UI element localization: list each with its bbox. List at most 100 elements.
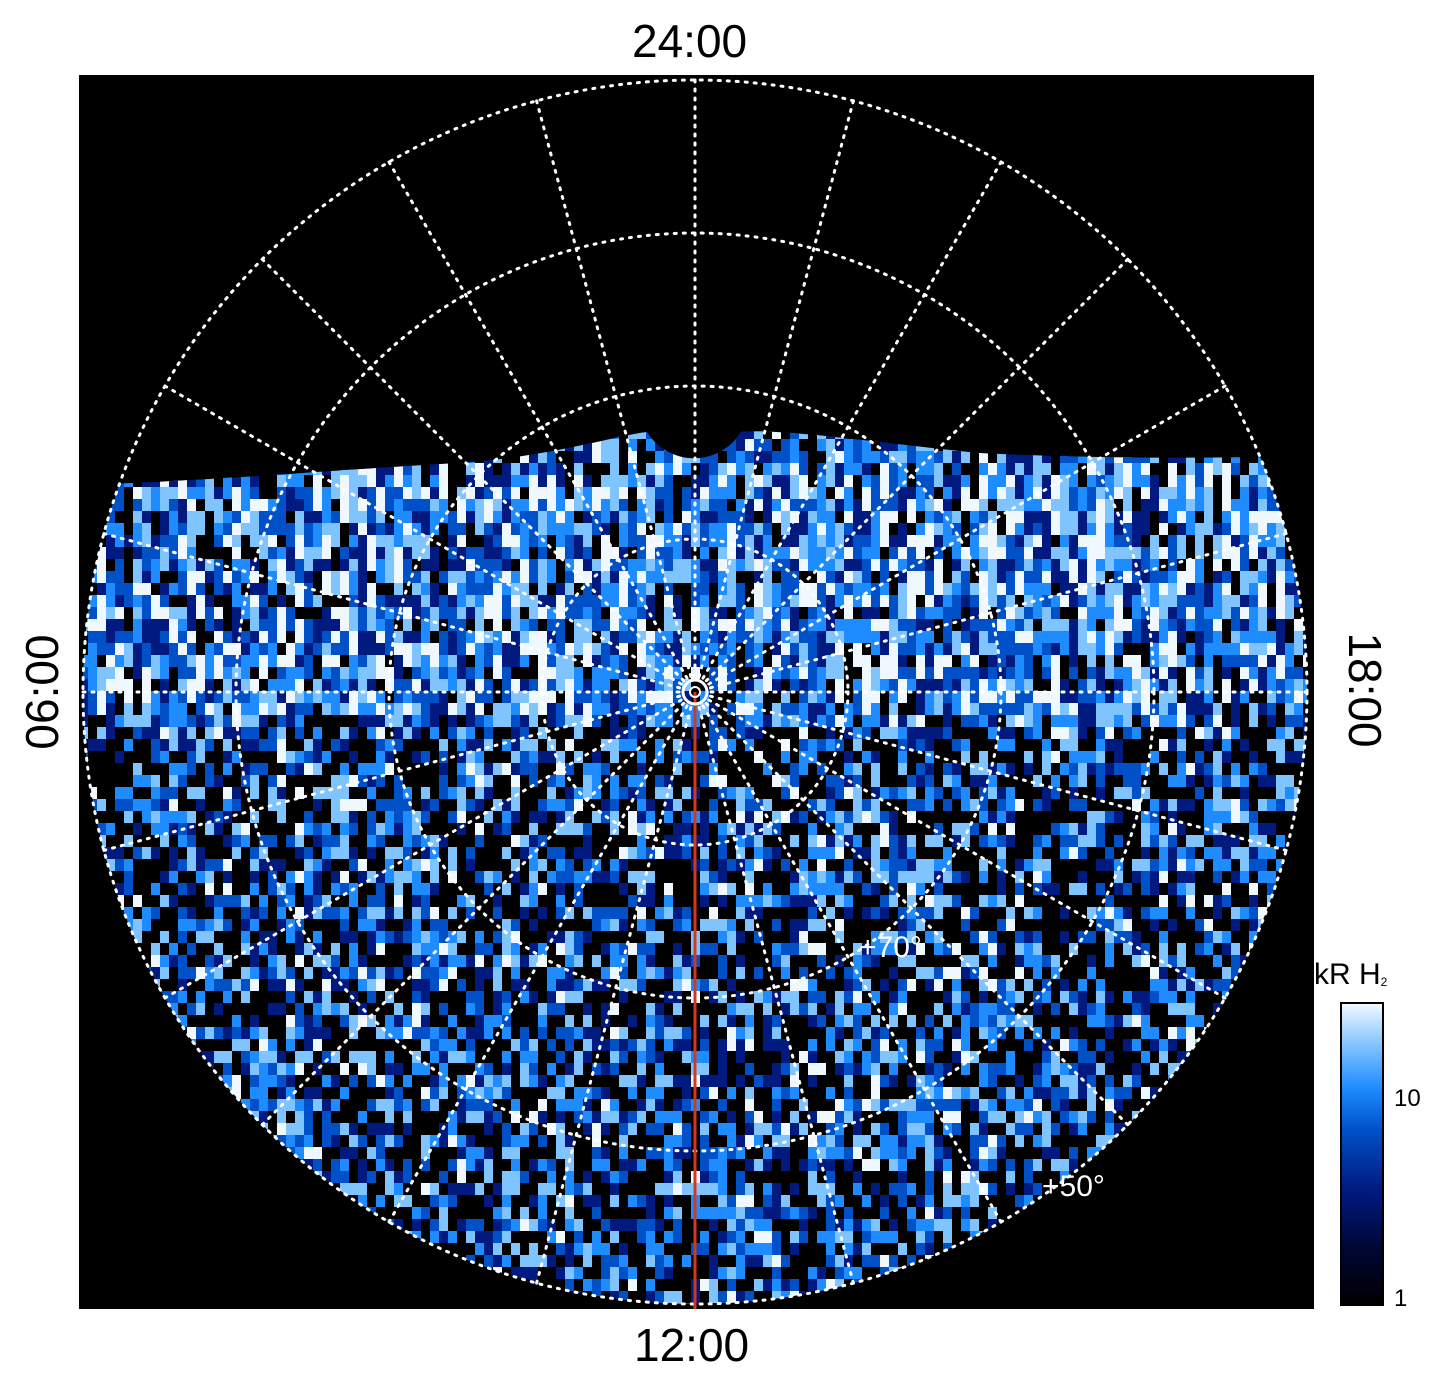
- emission-cell: [277, 487, 286, 511]
- emission-cell: [1195, 607, 1204, 631]
- emission-cell: [610, 919, 619, 931]
- emission-cell: [826, 715, 835, 727]
- emission-cell: [1042, 787, 1051, 799]
- emission-cell: [565, 955, 574, 967]
- emission-cell: [1267, 763, 1276, 775]
- emission-cell: [349, 751, 358, 763]
- emission-cell: [835, 1027, 844, 1039]
- emission-cell: [1186, 895, 1195, 907]
- emission-cell: [1240, 931, 1249, 943]
- emission-cell: [1132, 739, 1141, 751]
- emission-cell: [457, 931, 466, 943]
- emission-cell: [277, 943, 286, 955]
- emission-cell: [376, 919, 385, 931]
- emission-cell: [412, 955, 421, 967]
- emission-cell: [565, 715, 574, 727]
- emission-cell: [1150, 1003, 1159, 1015]
- emission-cell: [736, 787, 745, 799]
- emission-cell: [673, 955, 682, 967]
- emission-cell: [538, 1039, 547, 1051]
- emission-cell: [628, 943, 637, 955]
- emission-cell: [727, 439, 736, 463]
- emission-cell: [412, 739, 421, 751]
- emission-cell: [853, 871, 862, 883]
- emission-cell: [385, 487, 394, 511]
- emission-cell: [889, 967, 898, 979]
- emission-cell: [1258, 715, 1267, 727]
- emission-cell: [187, 883, 196, 895]
- emission-cell: [1168, 499, 1177, 523]
- emission-cell: [952, 859, 961, 871]
- emission-cell: [808, 799, 817, 811]
- emission-cell: [394, 847, 403, 859]
- emission-cell: [709, 775, 718, 787]
- emission-cell: [331, 727, 340, 739]
- emission-cell: [286, 751, 295, 763]
- emission-cell: [259, 431, 268, 451]
- emission-cell: [133, 763, 142, 775]
- emission-cell: [187, 1027, 196, 1039]
- emission-cell: [853, 811, 862, 823]
- emission-cell: [997, 775, 1006, 787]
- emission-cell: [448, 871, 457, 883]
- emission-cell: [88, 823, 97, 835]
- emission-cell: [862, 811, 871, 823]
- emission-cell: [853, 763, 862, 775]
- emission-cell: [358, 871, 367, 883]
- emission-cell: [313, 763, 322, 775]
- emission-cell: [1006, 979, 1015, 991]
- emission-cell: [412, 431, 421, 451]
- emission-cell: [1060, 631, 1069, 655]
- emission-cell: [259, 787, 268, 799]
- emission-cell: [1006, 811, 1015, 823]
- emission-cell: [952, 835, 961, 847]
- emission-cell: [907, 727, 916, 739]
- emission-cell: [556, 991, 565, 1003]
- emission-cell: [862, 1051, 871, 1063]
- emission-cell: [808, 979, 817, 991]
- emission-cell: [511, 847, 520, 859]
- emission-cell: [331, 811, 340, 823]
- emission-cell: [1204, 979, 1213, 991]
- emission-cell: [997, 1015, 1006, 1027]
- emission-cell: [286, 715, 295, 727]
- emission-cell: [925, 1039, 934, 1051]
- emission-cell: [1267, 739, 1276, 751]
- emission-cell: [574, 751, 583, 763]
- emission-cell: [1024, 955, 1033, 967]
- emission-cell: [1204, 931, 1213, 943]
- emission-cell: [844, 1039, 853, 1051]
- emission-cell: [835, 823, 844, 835]
- emission-cell: [205, 607, 214, 631]
- emission-cell: [664, 547, 673, 571]
- emission-cell: [457, 431, 466, 439]
- emission-cell: [655, 871, 664, 883]
- emission-cell: [754, 607, 763, 631]
- emission-cell: [160, 511, 169, 535]
- emission-cell: [655, 667, 664, 691]
- emission-cell: [691, 559, 700, 583]
- emission-cell: [556, 907, 565, 919]
- emission-cell: [556, 775, 565, 787]
- emission-cell: [1096, 859, 1105, 871]
- emission-cell: [304, 715, 313, 727]
- emission-cell: [799, 811, 808, 823]
- emission-cell: [673, 931, 682, 943]
- emission-cell: [430, 607, 439, 631]
- emission-cell: [934, 907, 943, 919]
- emission-cell: [1123, 967, 1132, 979]
- emission-cell: [394, 703, 403, 727]
- emission-cell: [412, 431, 421, 439]
- emission-cell: [322, 607, 331, 631]
- emission-cell: [421, 431, 430, 451]
- emission-cell: [844, 1027, 853, 1039]
- emission-cell: [628, 847, 637, 859]
- emission-cell: [943, 727, 952, 739]
- emission-cell: [241, 931, 250, 943]
- emission-cell: [871, 475, 880, 499]
- emission-cell: [934, 655, 943, 679]
- emission-cell: [430, 955, 439, 967]
- emission-cell: [1096, 811, 1105, 823]
- emission-cell: [781, 835, 790, 847]
- emission-cell: [304, 823, 313, 835]
